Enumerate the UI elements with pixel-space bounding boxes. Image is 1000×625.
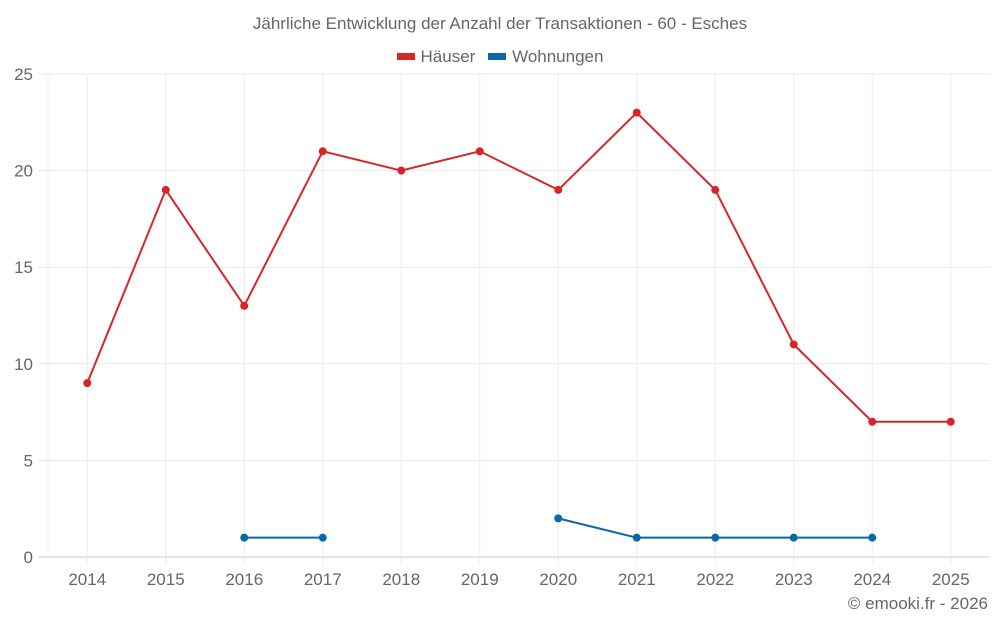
svg-text:20: 20 [14, 162, 33, 181]
svg-text:2016: 2016 [225, 570, 263, 589]
legend: Häuser Wohnungen [0, 45, 1000, 67]
chart-title: Jährliche Entwicklung der Anzahl der Tra… [252, 14, 748, 33]
legend-item-haeuser[interactable]: Häuser [396, 47, 475, 67]
svg-text:2014: 2014 [68, 570, 106, 589]
legend-item-wohnungen[interactable]: Wohnungen [488, 47, 603, 67]
svg-text:15: 15 [14, 258, 33, 277]
svg-text:0: 0 [24, 548, 33, 567]
svg-text:2025: 2025 [932, 570, 970, 589]
svg-text:2022: 2022 [696, 570, 734, 589]
svg-text:10: 10 [14, 355, 33, 374]
svg-text:2021: 2021 [618, 570, 656, 589]
svg-text:2024: 2024 [853, 570, 891, 589]
svg-text:25: 25 [14, 65, 33, 84]
legend-swatch-icon [488, 53, 507, 60]
svg-text:2023: 2023 [775, 570, 813, 589]
svg-text:5: 5 [24, 451, 33, 470]
svg-text:2020: 2020 [539, 570, 577, 589]
svg-text:2018: 2018 [382, 570, 420, 589]
svg-text:2017: 2017 [304, 570, 342, 589]
credit-text: © emooki.fr - 2026 [847, 594, 988, 613]
svg-text:2015: 2015 [147, 570, 185, 589]
legend-swatch-icon [396, 53, 415, 60]
svg-text:2019: 2019 [461, 570, 499, 589]
